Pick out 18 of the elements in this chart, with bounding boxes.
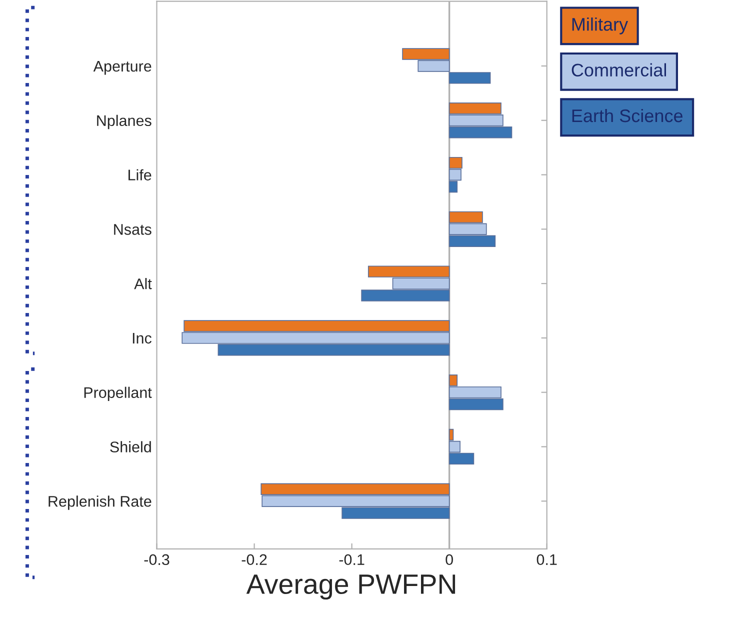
x-tick-label: -0.2 [242,554,267,566]
y-tick-label: Shield [110,441,151,452]
text: Military [572,18,628,34]
y-tick-label: Replenish Rate [48,496,152,510]
y-tick-label: Propellant [84,386,152,402]
y-tick-label: Life [128,169,152,180]
text: Earth Science [572,108,683,122]
y-tick-label: Aperture [93,61,152,75]
x-tick-label: -0.3 [144,554,170,566]
y-tick-label: Alt [134,278,152,290]
x-tick-label: -0.1 [339,554,364,566]
x-tick-label: 0 [446,554,453,566]
x-tick-label: 0.1 [536,554,557,566]
text: Commercial [572,63,666,76]
y-tick-label: Nsats [114,224,152,235]
y-tick-label: Nplanes [97,114,152,130]
x-axis-title: Average PWFPN [246,574,456,600]
y-tick-label: Inc [132,332,152,344]
